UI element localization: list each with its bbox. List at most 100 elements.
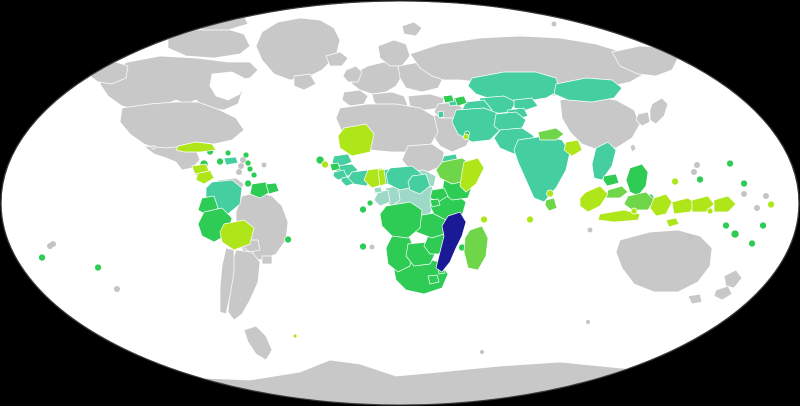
country-iceland xyxy=(325,51,349,67)
country-haiti xyxy=(216,157,224,166)
country-gabon xyxy=(373,189,391,207)
country-cameroon xyxy=(407,173,431,195)
country-united-states xyxy=(119,101,245,151)
island-dot-pacific-9 xyxy=(114,286,120,292)
country-indonesia-java xyxy=(597,209,641,223)
island-dot-caribbean-4 xyxy=(261,162,267,168)
country-scandinavia xyxy=(377,39,411,67)
country-antigua-barbuda xyxy=(242,151,250,159)
country-kiribati xyxy=(767,200,775,209)
country-barbados xyxy=(250,171,258,179)
country-togo xyxy=(377,168,387,187)
country-nepal xyxy=(537,127,565,141)
country-indian-ocean-dot-1 xyxy=(458,243,466,252)
country-sudan-chad xyxy=(401,143,445,173)
country-new-zealand xyxy=(723,269,743,289)
teal-countries xyxy=(205,71,623,215)
dark-blue-countries xyxy=(435,211,467,273)
island-dot-atlantic-1 xyxy=(369,244,375,250)
country-fiji xyxy=(730,229,740,239)
country-guyana xyxy=(249,181,271,199)
country-sao-tome xyxy=(366,199,374,207)
country-korea xyxy=(635,111,651,127)
country-vanuatu xyxy=(722,221,730,230)
country-chile xyxy=(219,247,235,315)
country-new-zealand-south xyxy=(713,285,733,301)
country-tuvalu xyxy=(740,179,748,188)
island-dot-indian-1 xyxy=(587,227,593,233)
country-uk xyxy=(342,65,363,83)
island-dot-pacific-6 xyxy=(754,205,760,211)
country-cape-verde xyxy=(315,155,325,165)
island-dot-caribbean-3 xyxy=(236,169,242,175)
country-indonesia-sulawesi xyxy=(649,193,673,217)
country-pacific-yellow-dot xyxy=(630,207,638,215)
country-qatar xyxy=(462,133,470,140)
country-south-atlantic-dot xyxy=(292,333,298,339)
country-dominican-republic xyxy=(223,156,239,166)
country-russia-far-east xyxy=(611,45,679,77)
country-sri-lanka xyxy=(544,197,558,212)
country-trinidad-tobago xyxy=(244,179,252,188)
island-dot-pacific-8 xyxy=(50,241,56,247)
island-dot-pacific-5 xyxy=(763,193,769,199)
country-australia xyxy=(615,229,713,293)
island-dot-caribbean-2 xyxy=(238,163,244,169)
country-uruguay xyxy=(261,255,273,265)
country-taiwan xyxy=(629,143,637,153)
country-suriname xyxy=(265,182,280,195)
country-china xyxy=(559,95,641,151)
country-sao-tome-dot xyxy=(359,205,367,214)
country-samoa xyxy=(759,221,767,230)
yellow-green-countries xyxy=(175,123,775,339)
country-somalia xyxy=(459,157,485,193)
country-greenland-south xyxy=(293,73,317,91)
country-europe-west xyxy=(351,61,403,95)
country-palau xyxy=(671,177,679,186)
antarctic-peninsula xyxy=(243,325,273,361)
country-indian-yellow-dot xyxy=(546,189,554,198)
country-tasmania xyxy=(687,293,703,305)
country-marshall-islands xyxy=(726,159,734,168)
island-dot-southern-2 xyxy=(586,320,590,324)
country-madagascar xyxy=(463,225,489,271)
country-seychelles xyxy=(480,215,488,224)
country-atlantic-yellow-dot xyxy=(321,160,329,169)
country-guinea-bissau xyxy=(329,162,341,172)
country-papua-new-guinea xyxy=(713,195,737,213)
country-kyrgyzstan xyxy=(513,97,539,111)
country-saint-lucia xyxy=(246,165,254,173)
country-honduras xyxy=(191,163,210,175)
country-bolivia xyxy=(219,219,255,251)
country-cuba xyxy=(175,141,217,153)
country-equatorial-guinea xyxy=(373,186,383,194)
country-kazakhstan xyxy=(467,71,561,103)
country-rwanda xyxy=(429,198,441,208)
country-mongolia xyxy=(553,77,623,103)
country-lebanon xyxy=(437,110,445,119)
country-tonga xyxy=(748,239,756,248)
country-hawaii-dot xyxy=(151,145,156,150)
country-indonesia-sumatra xyxy=(579,185,609,213)
island-dot-pacific-7 xyxy=(687,235,693,241)
island-dot-pacific-3 xyxy=(691,169,697,175)
country-turks-dot xyxy=(224,149,232,157)
country-timor-leste xyxy=(665,217,680,228)
island-dot-southern-3 xyxy=(480,350,484,354)
country-georgia xyxy=(442,94,455,104)
island-dot-caribbean-1 xyxy=(240,157,246,163)
country-japan xyxy=(649,97,669,125)
country-hudson-bay-east xyxy=(209,71,245,101)
country-svalbard xyxy=(401,21,423,37)
country-pacific-dot-sa2 xyxy=(94,263,102,272)
country-dominica xyxy=(244,159,252,167)
island-dot-pacific-4 xyxy=(741,191,747,197)
country-iberia xyxy=(341,89,369,107)
island-dot-pacific-2 xyxy=(694,162,700,168)
country-mozambique xyxy=(435,211,467,273)
island-dot-arctic-1 xyxy=(551,21,557,27)
country-lesotho xyxy=(427,274,440,285)
